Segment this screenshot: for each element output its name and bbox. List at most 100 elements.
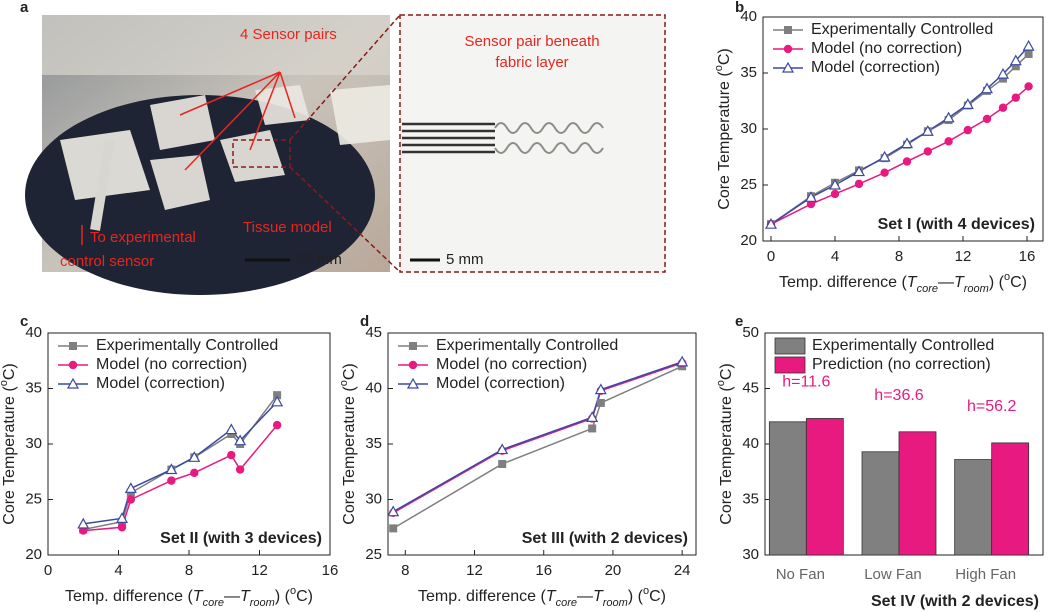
marker	[804, 191, 818, 202]
photo-label: control sensor	[60, 253, 154, 270]
label-part: core	[556, 597, 577, 609]
x-tick-label: 8	[185, 562, 193, 579]
annotation: h=11.6	[782, 374, 830, 391]
subtitle: Set IV (with 2 devices)	[871, 593, 1039, 610]
label-part: Core Temperature (	[716, 71, 733, 210]
legend-label: Model (no correction)	[436, 356, 587, 373]
marker	[982, 114, 992, 124]
label-part: Core Temperature (	[1, 386, 18, 525]
series-line	[83, 401, 278, 525]
label-part: T	[593, 588, 604, 605]
y-tick-label: 25	[365, 546, 382, 563]
photo	[25, 14, 666, 295]
inset-scale-bar-label: 5 mm	[446, 251, 484, 268]
marker	[1009, 54, 1022, 66]
x-tick-label: 0	[767, 248, 775, 265]
marker	[880, 168, 889, 177]
marker	[900, 137, 914, 149]
marker	[830, 189, 840, 199]
x-tick-label: 8	[401, 562, 409, 579]
bar	[768, 421, 807, 556]
legend-label: Model (correction)	[436, 375, 565, 392]
label-part: ) (	[628, 588, 644, 605]
y-tick-label: 20	[25, 546, 42, 563]
label-part: o	[1004, 271, 1010, 283]
label-part: Temp. difference (	[779, 274, 907, 291]
marker	[852, 165, 866, 177]
legend-label: Model (correction)	[96, 375, 225, 392]
marker	[273, 391, 282, 400]
legend-label: Model (no correction)	[96, 356, 247, 373]
label-part: o	[0, 380, 10, 386]
legend-marker	[784, 26, 792, 34]
panel-label: d	[360, 313, 369, 330]
label-part: room	[250, 597, 275, 609]
y-tick-label: 25	[740, 176, 757, 193]
legend-label: Model (correction)	[811, 59, 940, 76]
x-tick-label: 20	[605, 562, 622, 579]
legend-label: Experimentally Controlled	[436, 337, 618, 354]
y-tick-label: 25	[25, 490, 42, 507]
inset-label: Sensor pair beneath	[464, 33, 599, 50]
label-part: C)	[341, 363, 358, 380]
x-tick-label: 16	[1019, 248, 1036, 265]
label-part: core	[917, 283, 938, 295]
y-tick-label: 40	[365, 379, 382, 396]
label-part: o	[713, 65, 725, 71]
label-part: room	[964, 283, 989, 295]
marker	[167, 476, 176, 485]
legend-marker	[781, 61, 795, 73]
annotation: h=56.2	[967, 398, 1016, 415]
legend-label: Experimentally Controlled	[811, 21, 993, 38]
legend-label: Experimentally Controlled	[812, 337, 994, 354]
marker	[117, 523, 127, 532]
marker	[235, 465, 245, 474]
marker	[998, 103, 1008, 112]
label-part: C)	[716, 48, 733, 65]
marker	[116, 512, 129, 523]
label-part: core	[203, 597, 224, 609]
x-tick-label: 8	[895, 248, 903, 265]
panel-label: a	[20, 0, 29, 16]
label-part: Core Temperature (	[718, 386, 735, 525]
marker	[596, 398, 605, 407]
bar	[898, 431, 937, 556]
legend-label: Model (no correction)	[811, 40, 962, 57]
label-part: ) (	[275, 588, 291, 605]
series-line	[83, 424, 278, 532]
bar	[861, 451, 900, 556]
x-tick-label: No Fan	[776, 566, 825, 583]
x-tick-label: Low Fan	[864, 566, 922, 583]
y-tick-label: 40	[25, 324, 42, 341]
label-part: T	[954, 274, 965, 291]
y-tick-label: 40	[740, 8, 757, 25]
label-part: Core Temperature (	[341, 386, 358, 525]
marker	[225, 423, 238, 435]
y-tick-label: 30	[740, 120, 757, 137]
label-part: C)	[718, 363, 735, 380]
y-tick-label: 35	[740, 64, 757, 81]
marker	[902, 157, 912, 166]
marker	[126, 495, 136, 504]
x-tick-label: 24	[674, 562, 691, 579]
marker	[1011, 62, 1020, 71]
marker	[996, 67, 1010, 79]
label-part: T	[546, 588, 557, 605]
x-tick-label: 12	[466, 562, 483, 579]
marker	[588, 424, 597, 433]
y-tick-label: 30	[742, 546, 759, 563]
marker	[124, 482, 137, 493]
label-part: Temp. difference (	[65, 588, 193, 605]
photo-label: 4 Sensor pairs	[240, 26, 337, 43]
series-line	[83, 394, 278, 531]
label-part: o	[715, 380, 727, 386]
x-tick-label: High Fan	[955, 566, 1016, 583]
marker	[923, 147, 932, 156]
marker	[271, 395, 284, 407]
legend-marker	[406, 377, 420, 389]
y-axis-label: Core Temperature (oC)	[338, 363, 358, 524]
x-tick-label: 12	[955, 248, 972, 265]
legend-swatch	[774, 337, 806, 355]
marker	[227, 450, 236, 460]
